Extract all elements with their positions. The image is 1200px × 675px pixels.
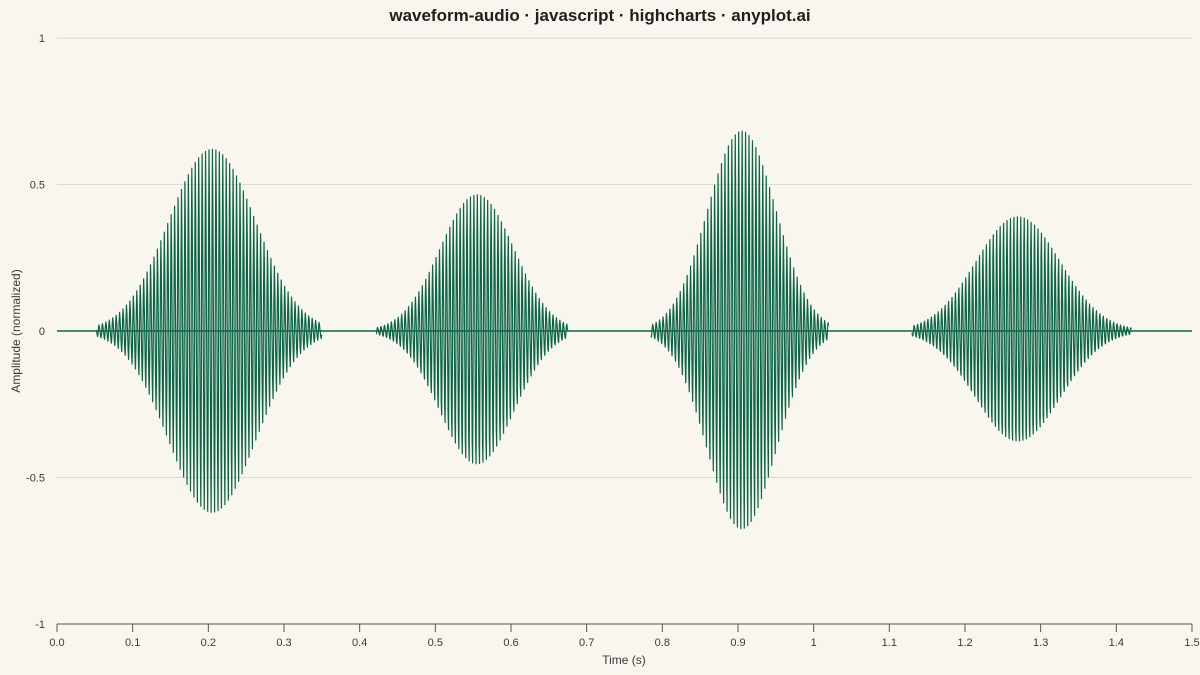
plot-area — [57, 130, 1192, 530]
waveform-burst-2 — [375, 194, 569, 465]
x-tick-label: 1 — [811, 637, 817, 649]
x-tick-label: 0.2 — [201, 637, 216, 649]
x-tick-label: 1.3 — [1033, 637, 1048, 649]
x-tick-label: 0.7 — [579, 637, 594, 649]
x-axis-title: Time (s) — [602, 653, 646, 667]
x-tick-label: 0.5 — [428, 637, 443, 649]
y-tick-label: 1 — [39, 33, 45, 45]
y-axis-title: Amplitude (normalized) — [9, 269, 23, 392]
x-axis: 0.0 0.1 0.2 0.3 0.4 0.5 0.6 0.7 0.8 0.9 1 1.1 1.2 1.3… — [49, 623, 1200, 649]
x-tick-label: 0.9 — [730, 637, 745, 649]
chart-title: waveform-audio · javascript · highcharts… — [388, 6, 810, 25]
y-axis-ticks: 1 0.5 0 -0.5 -1 — [26, 33, 45, 631]
waveform-burst-1 — [95, 148, 323, 513]
y-tick-label: -0.5 — [26, 473, 45, 485]
x-tick-label: 0.8 — [655, 637, 670, 649]
y-tick-label: -1 — [35, 619, 45, 631]
x-tick-label: 1.2 — [957, 637, 972, 649]
waveform-burst-4 — [911, 216, 1132, 442]
x-tick-label: 1.4 — [1109, 637, 1124, 649]
x-tick-label: 0.6 — [503, 637, 518, 649]
y-tick-label: 0 — [39, 326, 45, 338]
waveform-burst-3 — [650, 130, 830, 530]
y-tick-label: 0.5 — [30, 180, 45, 192]
x-tick-label: 1.1 — [882, 637, 897, 649]
x-tick-label: 0.0 — [49, 637, 64, 649]
x-tick-label: 0.3 — [276, 637, 291, 649]
x-tick-label: 1.5 — [1184, 637, 1199, 649]
x-tick-label: 0.1 — [125, 637, 140, 649]
x-tick-label: 0.4 — [352, 637, 367, 649]
